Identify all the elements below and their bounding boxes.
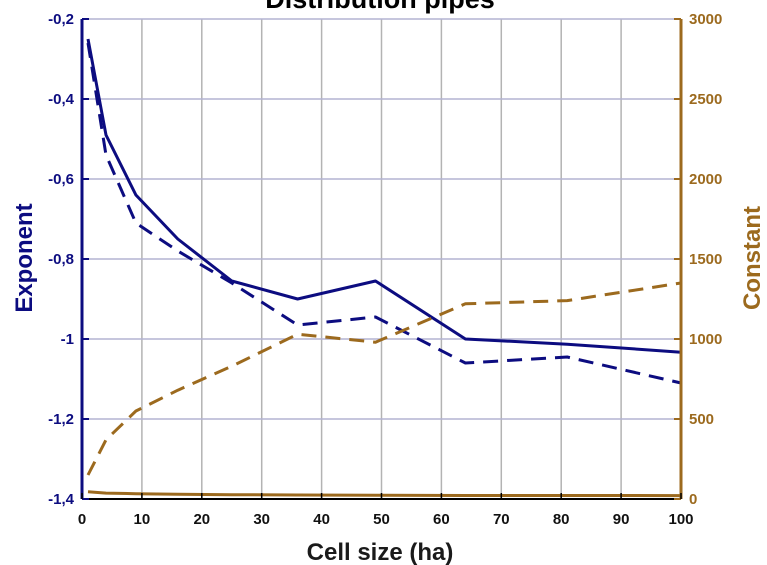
chart-title: Distribution pipes	[265, 0, 495, 14]
y-left-tick-label: -0,2	[48, 11, 74, 28]
y-right-tick-label: 2500	[689, 91, 722, 108]
series-line-3-right-dashed	[86, 281, 682, 476]
x-tick-label: 60	[433, 511, 450, 528]
y-left-tick-label: -0,4	[48, 91, 75, 108]
x-tick-label: 0	[78, 511, 86, 528]
y-right-tick-label: 1500	[689, 251, 722, 268]
x-tick-label: 20	[193, 511, 210, 528]
y-right-tick-label: 3000	[689, 11, 722, 28]
x-tick-label: 30	[253, 511, 270, 528]
y-left-tick-label: -1,2	[48, 411, 74, 428]
y-left-tick-label: -1	[61, 331, 74, 348]
x-tick-label: 40	[313, 511, 330, 528]
y-right-tick-label: 1000	[689, 331, 722, 348]
y-left-tick-label: -0,6	[48, 171, 74, 188]
series-line-2-left-dashed	[86, 42, 682, 385]
series-lines	[86, 38, 682, 498]
grid	[81, 18, 682, 500]
x-tick-label: 10	[134, 511, 151, 528]
x-tick-label: 80	[553, 511, 570, 528]
y-left-tick-label: -0,8	[48, 251, 74, 268]
y-left-tick-label: -1,4	[48, 491, 75, 508]
series-line-1-left-solid	[86, 38, 682, 354]
x-tick-label: 70	[493, 511, 510, 528]
x-tick-label: 50	[373, 511, 390, 528]
y-right-tick-label: 2000	[689, 171, 722, 188]
x-tick-label: 90	[613, 511, 630, 528]
y-right-tick-label: 0	[689, 491, 697, 508]
x-axis-label: Cell size (ha)	[307, 539, 454, 565]
y-axis-right-label: Constant	[739, 206, 766, 310]
series-line-4-right-solid	[87, 490, 682, 498]
x-tick-label: 100	[668, 511, 693, 528]
y-axis-left-label: Exponent	[11, 203, 38, 312]
tick-labels: -0,2-0,4-0,6-0,8-1-1,2-1,430002500200015…	[48, 11, 722, 528]
y-right-tick-label: 500	[689, 411, 714, 428]
